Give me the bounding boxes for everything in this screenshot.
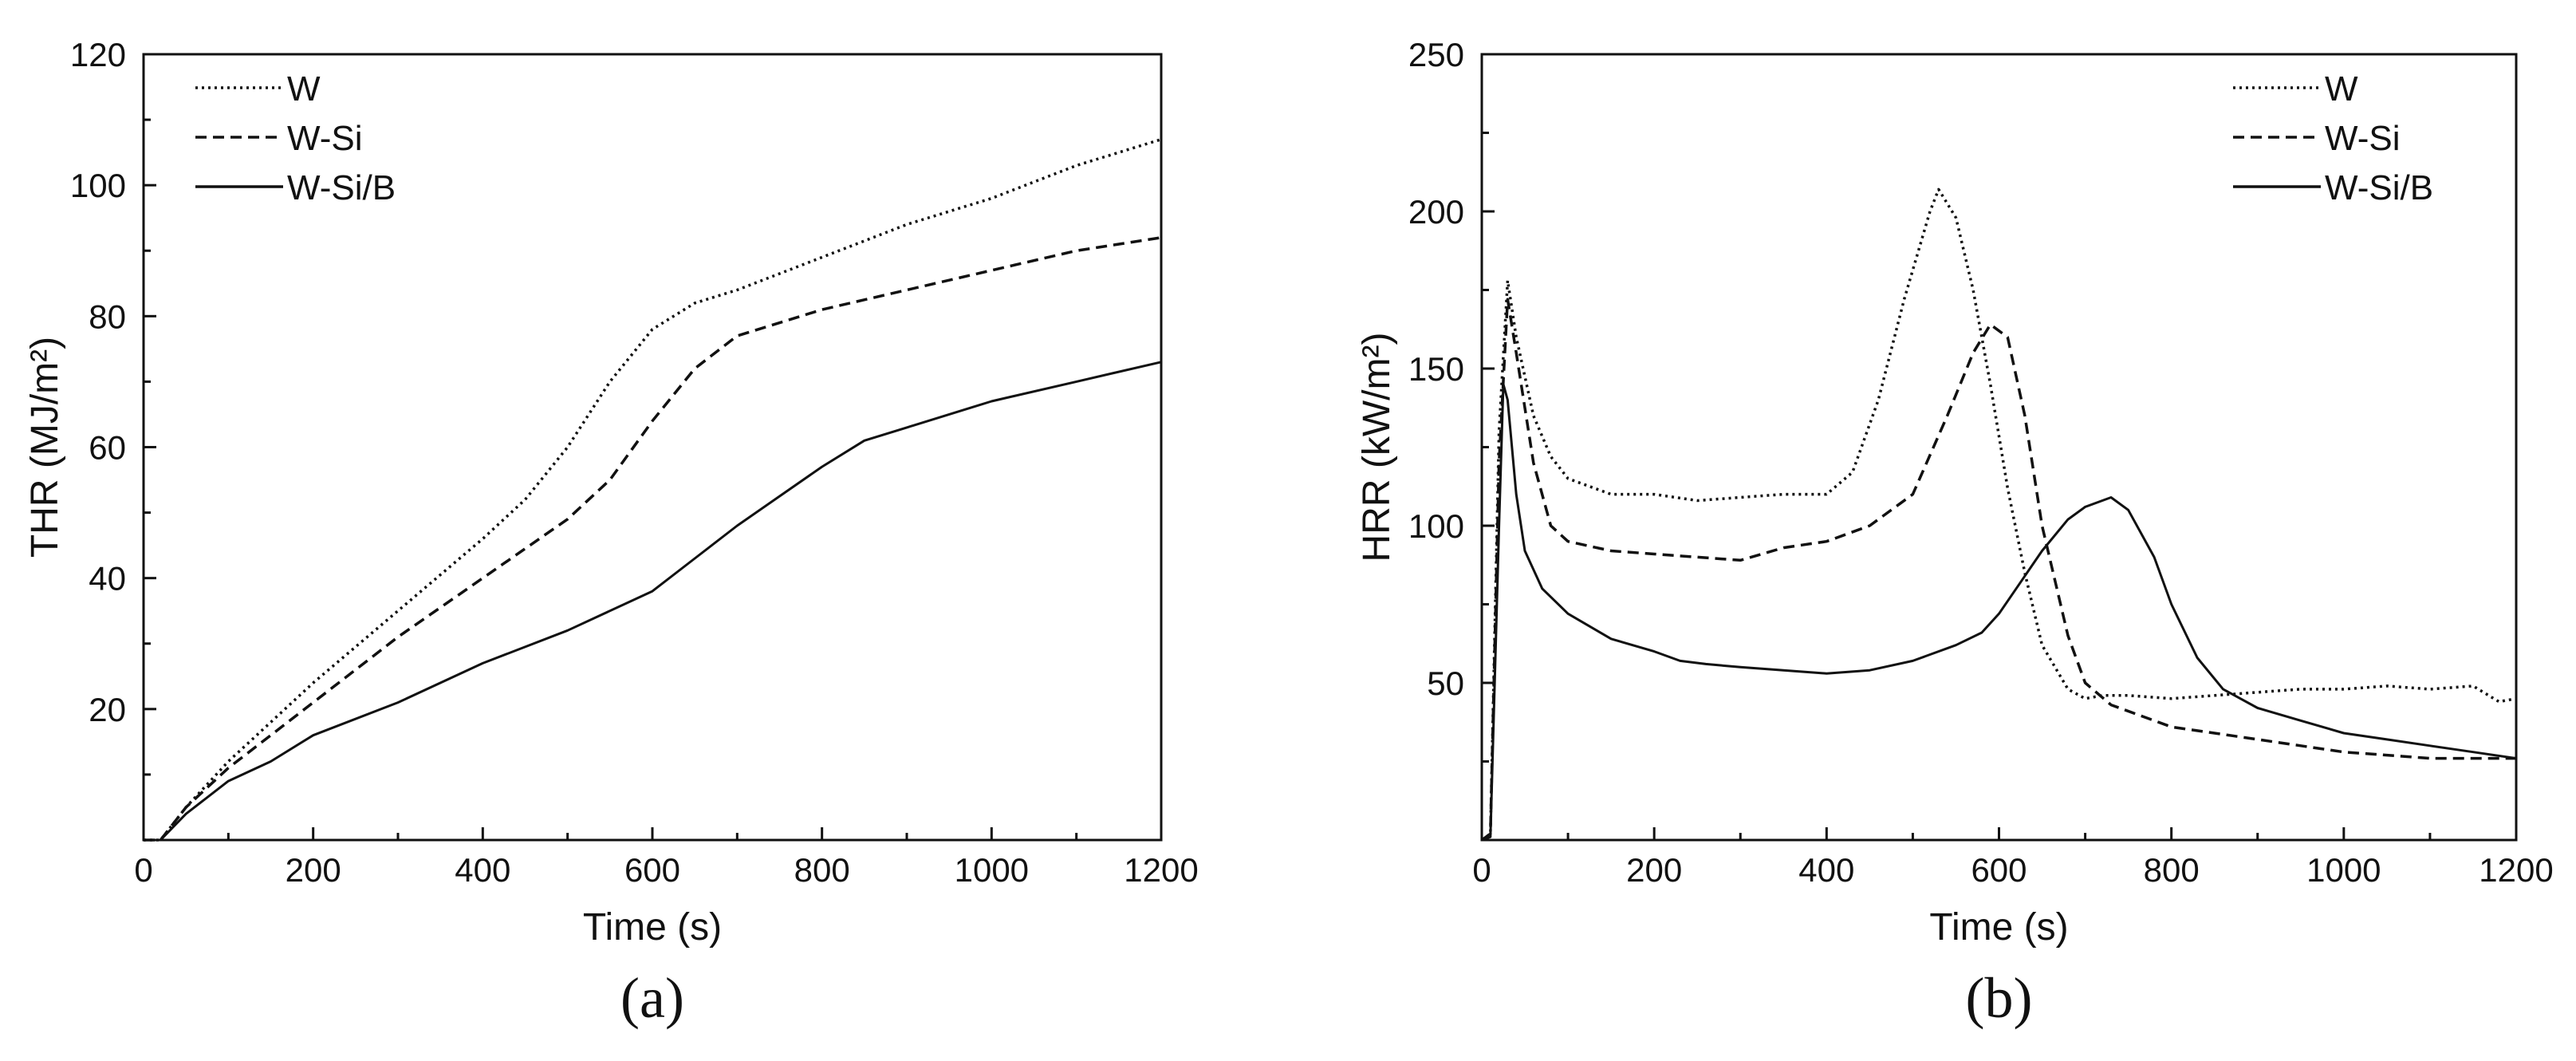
panel-b-y-tick-label: 50 bbox=[1427, 665, 1464, 702]
panel-a-x-tick-label: 1000 bbox=[955, 851, 1029, 889]
panel-a-y-tick-label: 40 bbox=[89, 560, 126, 598]
panel-a-y-tick-label: 60 bbox=[89, 429, 126, 467]
panel-a-y-tick-label: 120 bbox=[70, 36, 126, 73]
panel-a-x-tick-label: 600 bbox=[624, 851, 680, 889]
panel-b-x-tick-label: 800 bbox=[2144, 851, 2200, 889]
panel-a-series-line-w-si bbox=[144, 236, 1162, 842]
panel-a-x-tick-label: 0 bbox=[134, 851, 152, 889]
panel-b-panel-label: (b) bbox=[1966, 966, 2033, 1030]
chart-panel-a: 0 200 400 600 800 1000 1200 20 40 60 80 100 120 Time … bbox=[24, 36, 1199, 1030]
panel-b-y-tick-label: 100 bbox=[1408, 507, 1464, 545]
panel-a-x-axis-title: Time (s) bbox=[583, 906, 722, 949]
panel-b-series-line-w-si-b bbox=[1481, 383, 2517, 842]
panel-a-y-tick-label: 20 bbox=[89, 691, 126, 728]
panel-b-legend-label: W-Si/B bbox=[2325, 168, 2433, 207]
panel-a-y-axis-title: THR (MJ/m²) bbox=[24, 337, 66, 558]
panel-b-series-line-w-si bbox=[1480, 298, 2516, 842]
panel-a-x-tick-label: 400 bbox=[455, 851, 510, 889]
panel-a-series-line-w bbox=[144, 138, 1162, 842]
panel-a-legend-label: W-Si bbox=[287, 119, 363, 158]
panel-b-y-tick-label: 250 bbox=[1408, 36, 1464, 73]
panel-a-legend-label: W-Si/B bbox=[287, 168, 396, 207]
panel-a-x-tick-label: 200 bbox=[286, 851, 341, 889]
panel-a-series-line-w-si-b bbox=[144, 361, 1162, 842]
panel-b-y-tick-label: 150 bbox=[1408, 350, 1464, 388]
panel-b-legend-label: W bbox=[2325, 69, 2358, 108]
panel-b-x-axis-title: Time (s) bbox=[1929, 906, 2068, 949]
chart-panel-b: 0 200 400 600 800 1000 1200 50 100 150 200 250 Time … bbox=[1356, 36, 2554, 1030]
panel-b-series-line-w bbox=[1480, 187, 2517, 842]
panel-b-y-axis-title: HRR (kW/m²) bbox=[1356, 333, 1398, 562]
panel-a-panel-label: (a) bbox=[620, 966, 684, 1030]
panel-b-x-tick-label: 200 bbox=[1626, 851, 1682, 889]
panel-b-y-tick-label: 200 bbox=[1408, 193, 1464, 231]
panel-a-x-tick-label: 1200 bbox=[1124, 851, 1198, 889]
panel-a-legend-label: W bbox=[287, 69, 321, 108]
panel-b-legend-label: W-Si bbox=[2325, 119, 2401, 158]
panel-b-x-tick-label: 1000 bbox=[2306, 851, 2381, 889]
panel-b-x-tick-label: 400 bbox=[1798, 851, 1854, 889]
panel-a-y-tick-label: 80 bbox=[89, 298, 126, 335]
panel-b-x-tick-label: 600 bbox=[1971, 851, 2027, 889]
panel-b-x-tick-label: 1200 bbox=[2479, 851, 2553, 889]
panel-a-y-tick-label: 100 bbox=[70, 167, 126, 204]
panel-a-x-tick-label: 800 bbox=[794, 851, 850, 889]
panel-b-x-tick-label: 0 bbox=[1472, 851, 1491, 889]
